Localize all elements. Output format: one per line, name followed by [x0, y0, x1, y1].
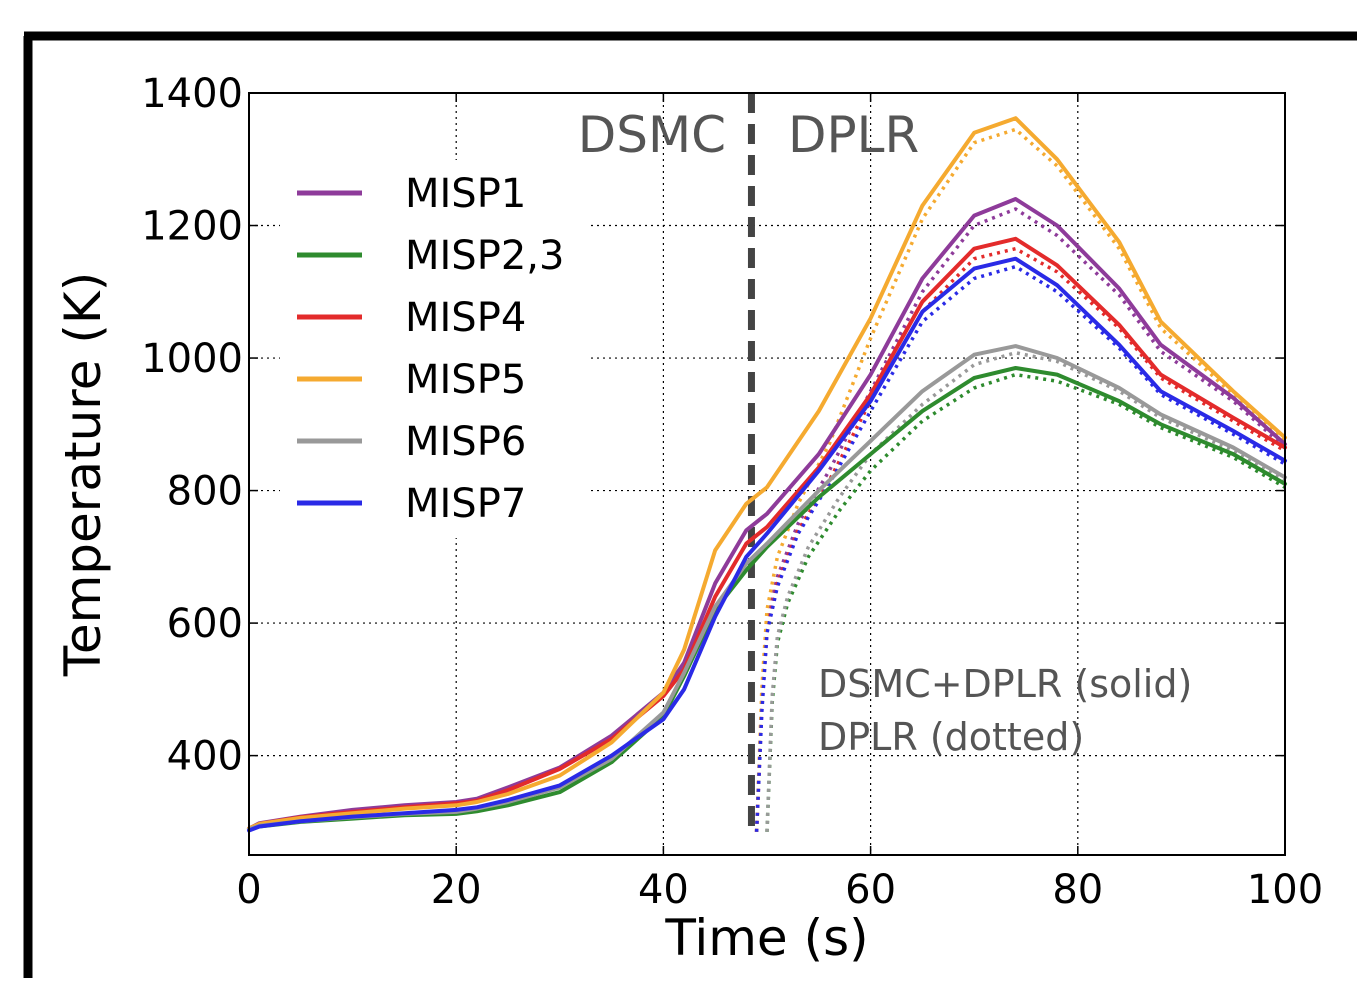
annotation-dotted: DPLR (dotted) [818, 715, 1084, 759]
series-dotted-line [765, 372, 1286, 832]
series-dotted-line [754, 264, 1286, 832]
y-tick-label: 1000 [141, 336, 243, 382]
axis-ticks: 0 20 40 60 80 100 400 600 800 1000 1200 1400 [141, 71, 1323, 913]
legend-label: MISP6 [405, 419, 526, 465]
y-tick-label: 400 [167, 734, 243, 780]
plot-area-border [248, 92, 1286, 856]
x-tick-label: 20 [431, 867, 482, 913]
y-axis-label: Temperature (K) [54, 272, 112, 677]
legend: MISP1 MISP2,3 MISP4 MISP5 MISP6 MISP7 [280, 160, 590, 538]
series-dotted-line [754, 127, 1287, 832]
x-tick-label: 40 [638, 867, 689, 913]
legend-label: MISP2,3 [405, 233, 564, 279]
legend-label: MISP7 [405, 481, 526, 527]
legend-label: MISP1 [405, 171, 526, 217]
y-tick-label: 600 [167, 601, 243, 647]
y-tick-label: 1400 [141, 71, 243, 117]
x-tick-label: 100 [1247, 867, 1323, 913]
x-tick-label: 80 [1052, 867, 1103, 913]
series-dotted-line [765, 350, 1286, 832]
x-axis-label: Time (s) [664, 909, 868, 967]
x-tick-label: 60 [845, 867, 896, 913]
y-tick-label: 800 [167, 469, 243, 515]
legend-background [280, 160, 590, 538]
legend-label: MISP4 [405, 295, 526, 341]
series-solid-line [247, 256, 1287, 833]
series-solid-line [247, 116, 1287, 831]
legend-label: MISP5 [405, 357, 526, 403]
region-left-label: DSMC [578, 106, 726, 164]
annotation-solid: DSMC+DPLR (solid) [818, 662, 1192, 706]
region-right-label: DPLR [788, 106, 919, 164]
y-tick-label: 1200 [141, 204, 243, 250]
series-lines [247, 116, 1287, 833]
x-tick-label: 0 [236, 867, 261, 913]
